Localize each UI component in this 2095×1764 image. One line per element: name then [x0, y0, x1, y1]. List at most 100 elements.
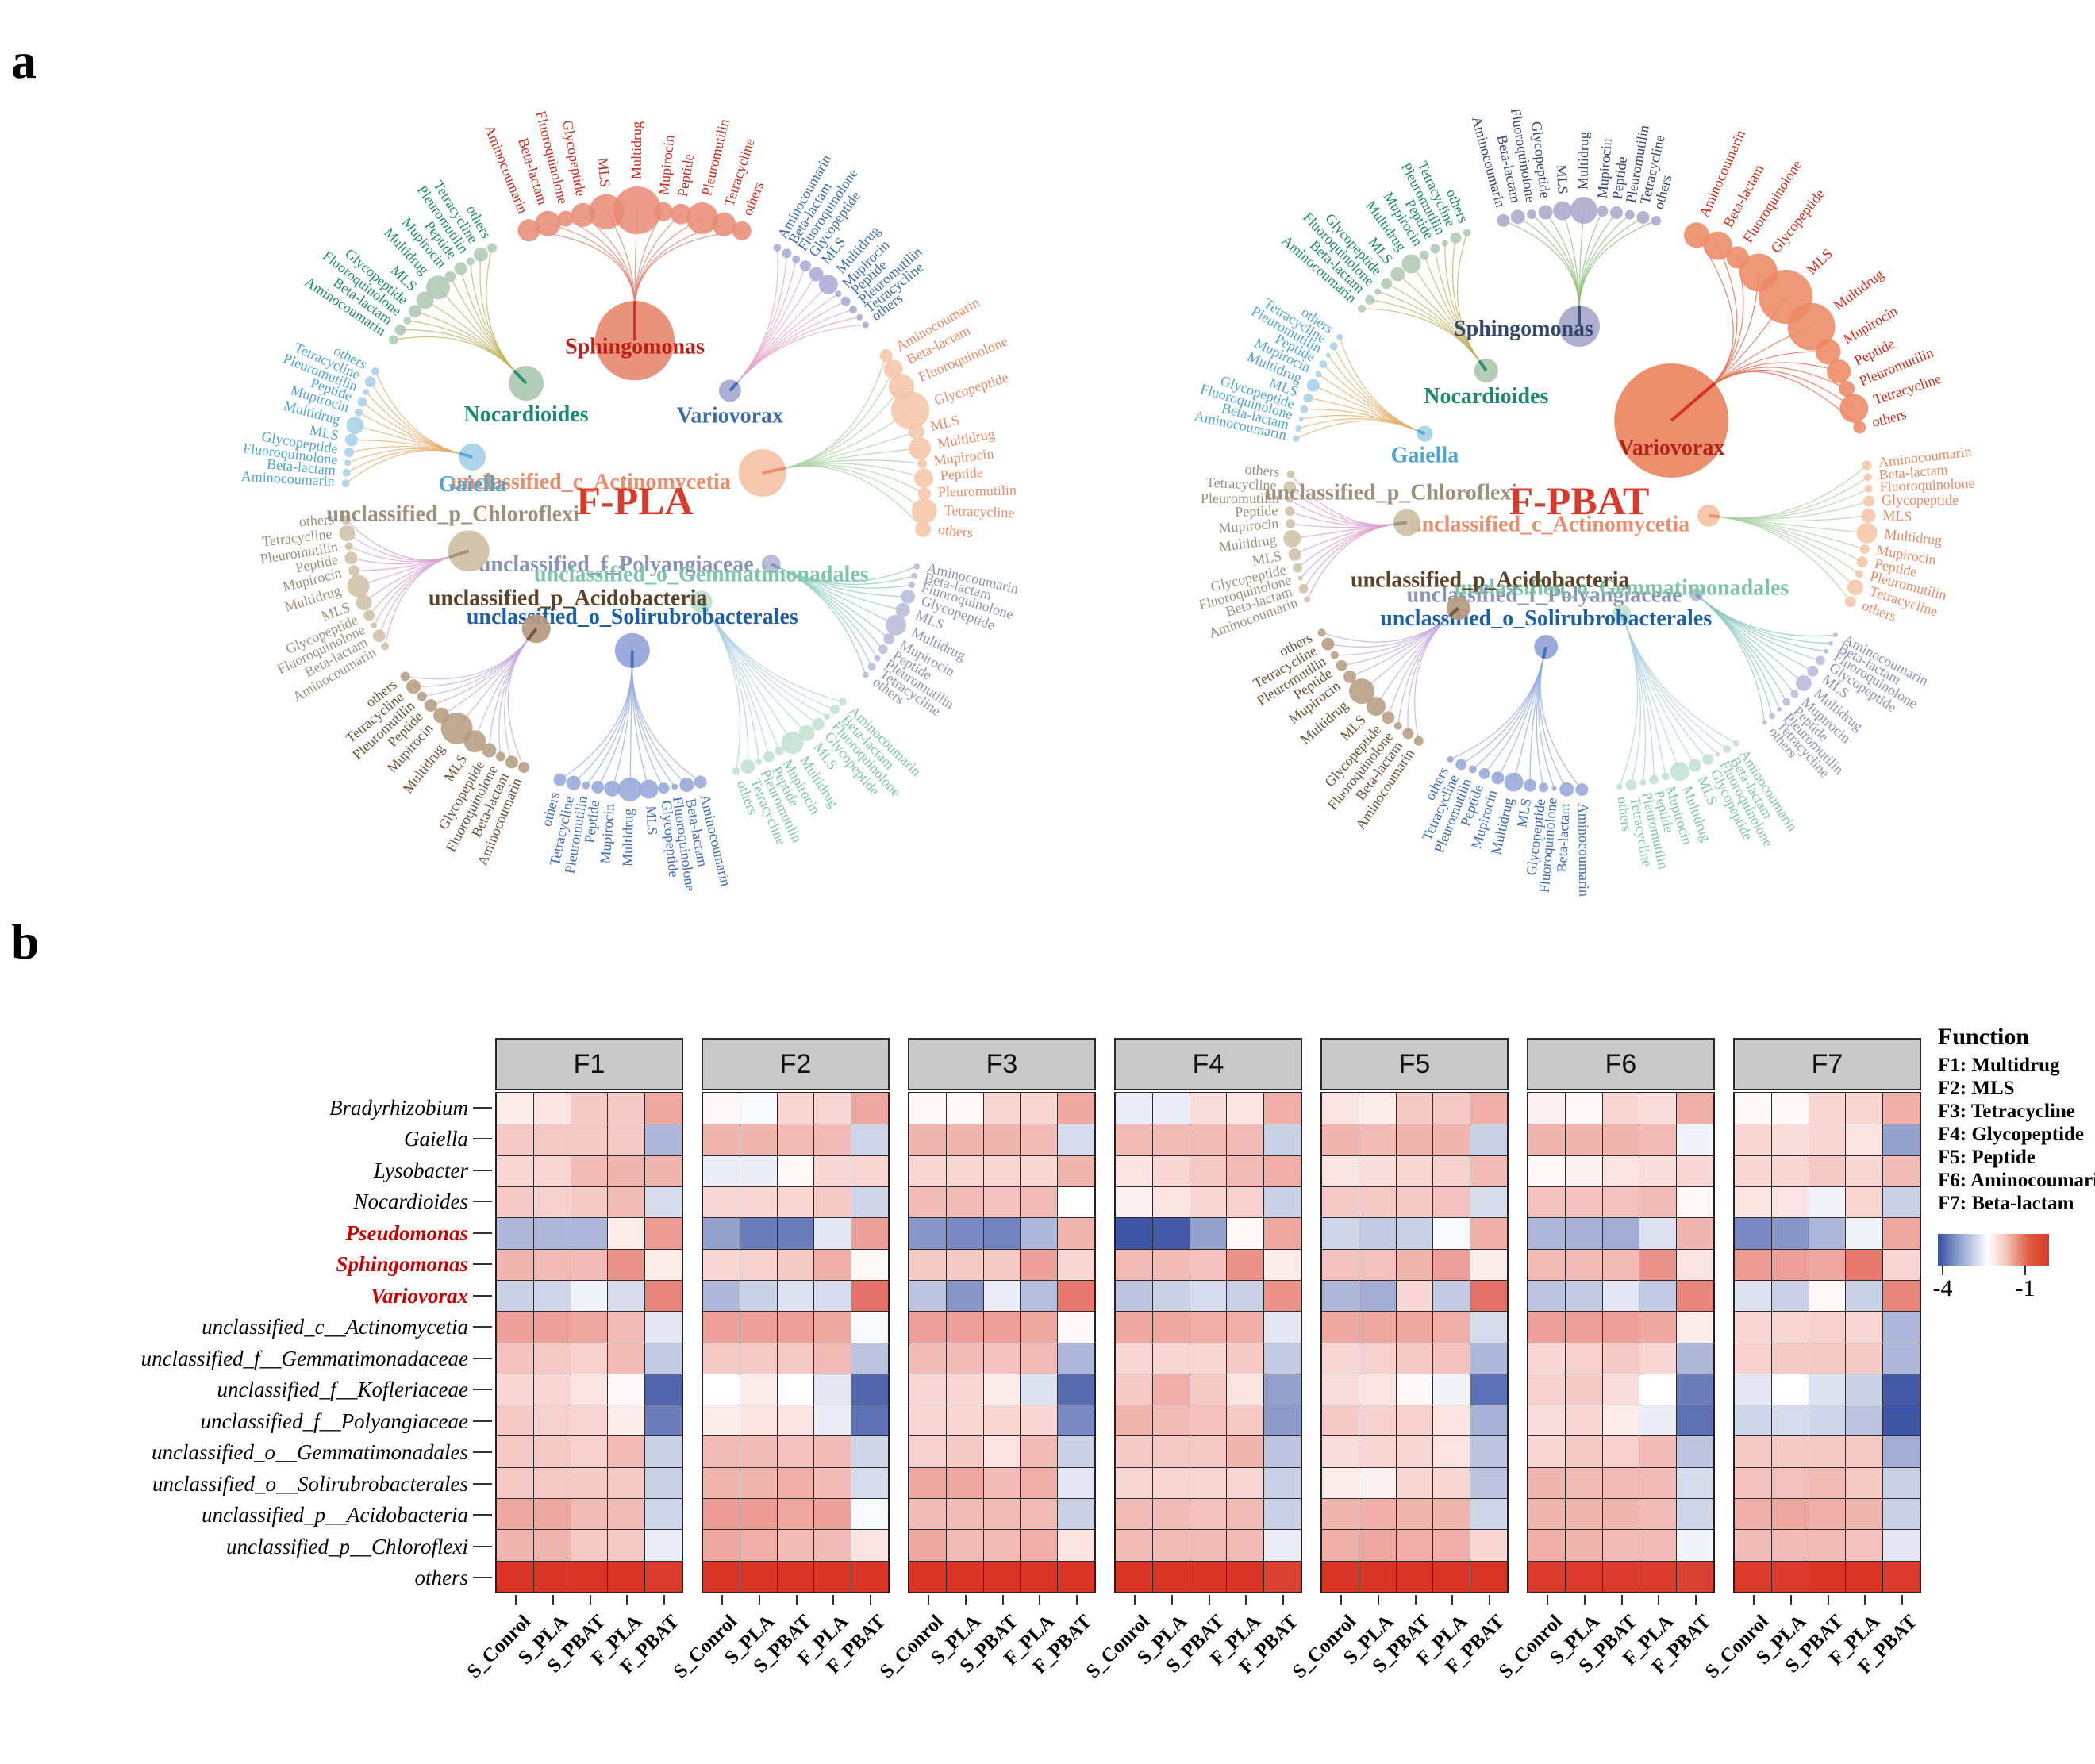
actinomycetia-node-aminocoumarin: [879, 349, 893, 363]
heatmap-cell: [1735, 1249, 1771, 1280]
heatmap-cell: [1809, 1093, 1846, 1124]
actinomycetia-node-fluoroquinolone: [1864, 484, 1873, 493]
heatmap-cell: [1809, 1436, 1846, 1467]
x-axis-tick: [1695, 1595, 1697, 1605]
chloroflexi-node-mls: [1288, 548, 1301, 561]
acidobacteria-node-peptide: [1336, 659, 1347, 671]
heatmap-cell: [703, 1499, 740, 1530]
heatmap-cell: [1809, 1405, 1846, 1436]
heatmap-cell: [1116, 1312, 1152, 1343]
heatmap-cell: [777, 1312, 814, 1343]
gemmatimonadales-node-fluoroquinolone: [1715, 751, 1720, 757]
polyangiaceae-node-mls: [895, 602, 910, 617]
heatmap-cell: [645, 1561, 682, 1592]
sphingomonas-node-fluoroquinolone: [557, 210, 574, 227]
heatmap-cell: [608, 1374, 645, 1405]
heatmap-cell: [1359, 1374, 1396, 1405]
x-axis-tick: [1340, 1595, 1342, 1605]
heatmap-cell: [645, 1093, 682, 1124]
heatmap-cell: [1264, 1530, 1301, 1561]
variovorax-node-mls: [809, 267, 824, 282]
heatmap-cell: [1152, 1405, 1190, 1436]
solirubrobacterales-node-aminocoumarin: [1575, 783, 1589, 796]
heatmap-cell: [1883, 1467, 1920, 1499]
heatmap-cell: [497, 1405, 533, 1436]
heatmap-cell: [703, 1467, 740, 1499]
heatmap-cell: [777, 1155, 814, 1186]
nocardioides-node-mupirocin: [1419, 250, 1429, 260]
heatmap-cell: [571, 1093, 608, 1124]
variovorax-node-fluoroquinolone: [792, 255, 801, 263]
heatmap-cell: [1227, 1186, 1264, 1218]
heatmap-cell: [1809, 1249, 1846, 1280]
heatmap-cell: [1058, 1530, 1094, 1561]
actinomycetia-node-aminocoumarin: [1862, 460, 1872, 471]
gemmatimonadales-node-mupirocin: [1661, 772, 1670, 781]
heatmap-cell: [1152, 1124, 1190, 1155]
chloroflexi-node-multidrug: [1283, 529, 1301, 548]
heatmap-cell: [1396, 1561, 1433, 1592]
chloroflexi-node-fluoroquinolone: [1297, 575, 1303, 581]
chloroflexi-category-label: others: [298, 511, 334, 529]
y-axis-tick: [473, 1483, 492, 1485]
heatmap-cell: [1735, 1561, 1771, 1592]
legend-item-f5: F5: Peptide: [1938, 1147, 2035, 1168]
colorbar-max-label: -1: [2015, 1275, 2035, 1301]
gaiella-node-others: [371, 367, 379, 375]
heatmap-cell: [1116, 1561, 1152, 1592]
solirubrobacterales-node-mls: [1524, 778, 1537, 792]
heatmap-cell: [1565, 1343, 1602, 1374]
heatmap-cell: [1771, 1124, 1809, 1155]
heatmap-cell: [1190, 1155, 1227, 1186]
y-axis-label: Gaiella: [404, 1127, 468, 1151]
variovorax-node-mupirocin: [835, 290, 842, 298]
heatmap-cell: [645, 1405, 682, 1436]
heatmap-cell: [909, 1186, 946, 1218]
actinomycetia-node-tetracycline: [911, 498, 937, 524]
variovorax-node-multidrug: [818, 275, 838, 294]
heatmap-cell: [909, 1155, 946, 1186]
actinomycetia-hub-bundle-tick: [1708, 513, 1720, 519]
heatmap-cell: [1639, 1312, 1677, 1343]
chloroflexi-node-glycopeptide: [1293, 563, 1303, 573]
actinomycetia-edge: [1717, 500, 1870, 520]
heatmap-cell: [1359, 1124, 1396, 1155]
acidobacteria-edge: [440, 637, 530, 717]
heatmap-cell: [608, 1124, 645, 1155]
heatmap-cell: [1771, 1249, 1809, 1280]
variovorax-node-peptide: [1827, 359, 1851, 383]
heatmap-cell: [645, 1343, 682, 1374]
heatmap-cell: [983, 1374, 1021, 1405]
sphingomonas-node-peptide: [1610, 206, 1623, 219]
heatmap-cell: [497, 1436, 533, 1467]
heatmap-cell: [1322, 1155, 1359, 1186]
heatmap-cell: [1264, 1467, 1301, 1499]
acidobacteria-node-others: [1317, 628, 1326, 637]
x-axis-tick: [1378, 1595, 1379, 1605]
heatmap-cell: [1433, 1374, 1470, 1405]
acidobacteria-node-tetracycline: [406, 679, 421, 694]
actinomycetia-node-beta-lactam: [883, 359, 903, 379]
actinomycetia-node-peptide: [914, 468, 933, 488]
heatmap-cell: [777, 1124, 814, 1155]
heatmap-cell: [1470, 1530, 1507, 1561]
heatmap-cell: [1771, 1155, 1809, 1186]
actinomycetia-category-label: Glycopeptide: [1882, 492, 1959, 508]
gemmatimonadales-edge: [705, 609, 759, 762]
sphingomonas-category-label: Multidrug: [1574, 132, 1591, 190]
heatmap-cell: [645, 1436, 682, 1467]
sphingomonas-category-label: Multidrug: [628, 121, 645, 179]
x-axis-tick: [1864, 1595, 1866, 1605]
polyangiaceae-node-beta-lactam: [911, 572, 918, 579]
heatmap-cell: [1433, 1530, 1470, 1561]
polyangiaceae-node-mupirocin: [883, 633, 895, 644]
heatmap-cell: [1227, 1530, 1264, 1561]
heatmap-cell: [533, 1530, 571, 1561]
heatmap-cell: [1809, 1499, 1846, 1530]
solirubrobacterales-edge: [1538, 655, 1555, 789]
heatmap-cell: [1639, 1374, 1677, 1405]
heatmap-cell: [1602, 1530, 1639, 1561]
heatmap-cell: [1152, 1155, 1190, 1186]
heatmap-cell: [1433, 1124, 1470, 1155]
